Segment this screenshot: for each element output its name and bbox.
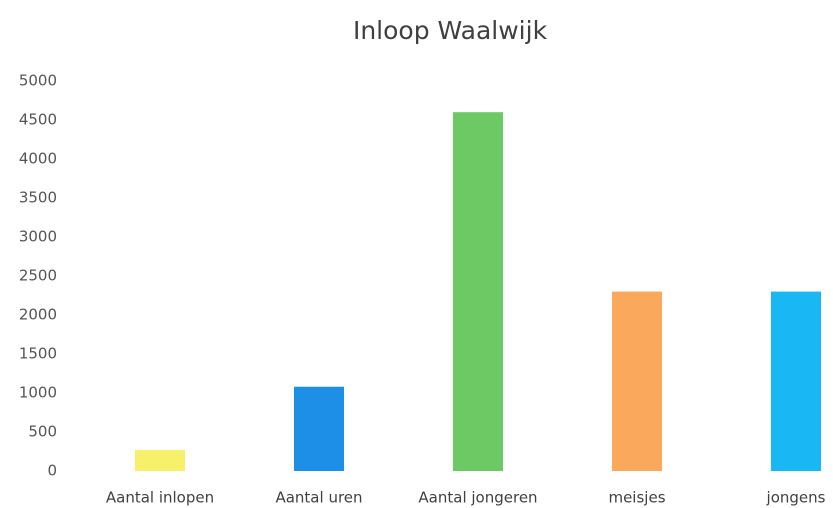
y-tick-label: 500 [28, 423, 57, 441]
x-tick-label: jongens [766, 489, 826, 507]
x-tick-label: Aantal uren [275, 489, 362, 507]
y-tick-label: 4500 [19, 111, 57, 129]
y-tick-label: 2000 [19, 306, 57, 324]
y-tick-label: 0 [47, 462, 57, 480]
y-tick-label: 3500 [19, 189, 57, 207]
chart-title: Inloop Waalwijk [353, 16, 548, 45]
bar [771, 291, 821, 471]
bar [453, 112, 503, 471]
y-tick-label: 5000 [19, 72, 57, 90]
bar [612, 291, 662, 471]
y-tick-label: 4000 [19, 150, 57, 168]
x-tick-label: meisjes [608, 489, 665, 507]
x-tick-label: Aantal jongeren [418, 489, 537, 507]
y-tick-label: 2500 [19, 267, 57, 285]
y-tick-label: 3000 [19, 228, 57, 246]
y-tick-label: 1000 [19, 384, 57, 402]
bar [294, 386, 344, 471]
bar [135, 449, 185, 471]
x-tick-label: Aantal inlopen [106, 489, 214, 507]
y-tick-label: 1500 [19, 345, 57, 363]
